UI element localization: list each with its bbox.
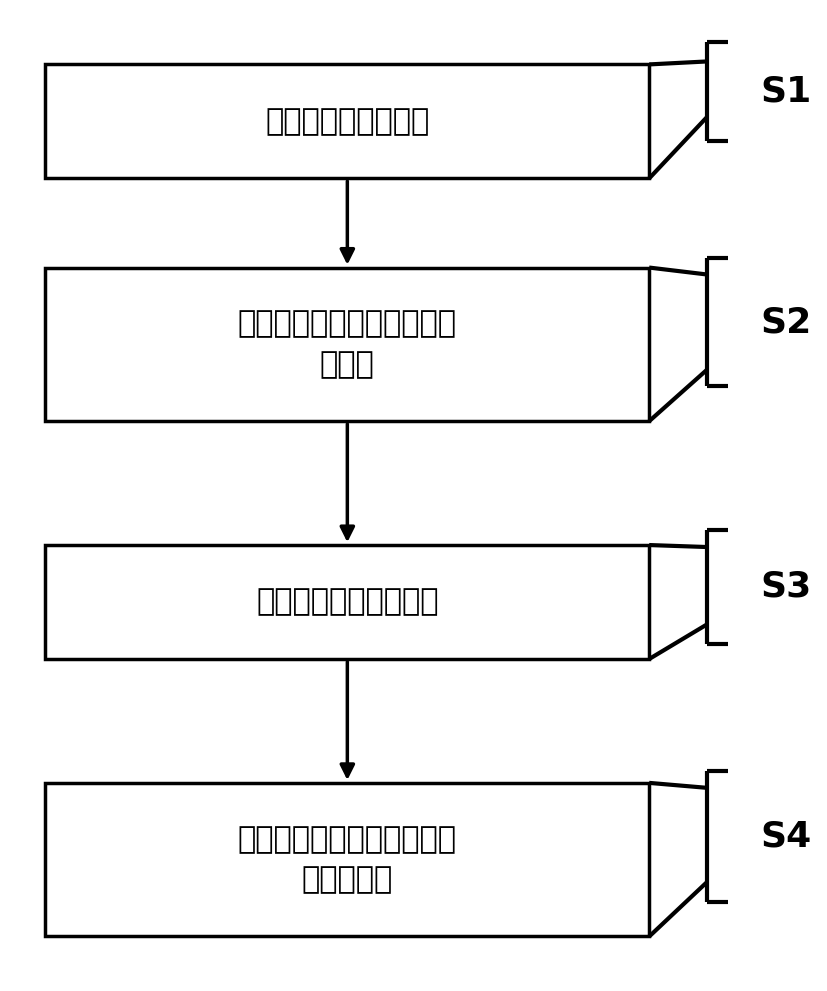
Text: 优化并确定构造评价指标评
价抗滑性能: 优化并确定构造评价指标评 价抗滑性能 xyxy=(238,825,457,895)
Text: S3: S3 xyxy=(761,570,812,604)
Text: S1: S1 xyxy=(761,74,812,108)
Text: S2: S2 xyxy=(761,305,812,339)
Text: S4: S4 xyxy=(761,820,812,853)
Bar xyxy=(45,783,649,936)
Text: 激光扫描所述试件，获取扫
描数据: 激光扫描所述试件，获取扫 描数据 xyxy=(238,309,457,380)
Bar xyxy=(45,268,649,421)
Bar xyxy=(45,64,649,178)
Bar xyxy=(45,545,649,659)
Text: 计算试件构造评价指标: 计算试件构造评价指标 xyxy=(256,588,438,616)
Text: 制备沥青混合料试件: 制备沥青混合料试件 xyxy=(265,107,429,136)
